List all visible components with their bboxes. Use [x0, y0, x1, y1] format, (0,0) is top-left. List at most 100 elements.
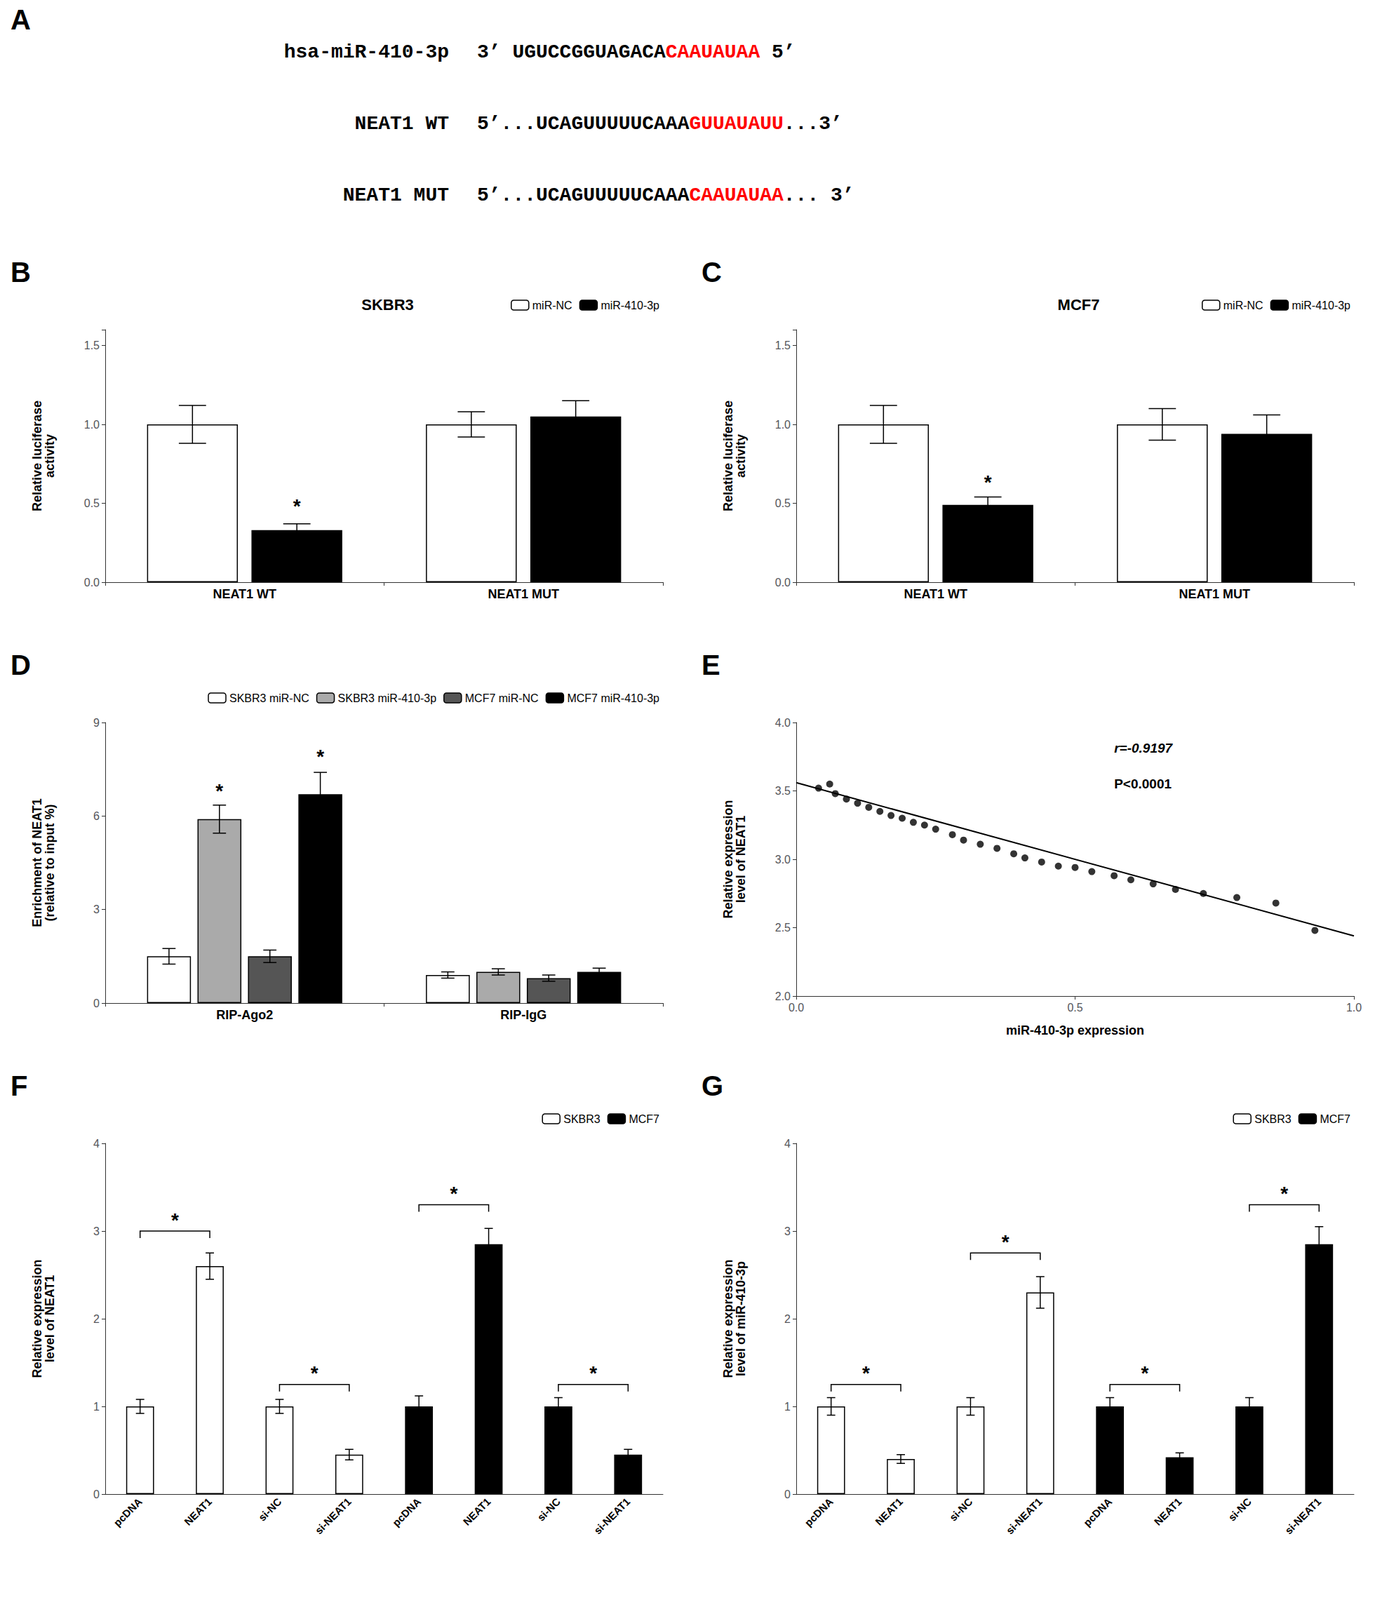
svg-text:5’...UCAGUUUUUCAAA: 5’...UCAGUUUUUCAAA [477, 184, 690, 207]
svg-text:SKBR3: SKBR3 [563, 1113, 601, 1126]
svg-text:(relative to input %): (relative to input %) [42, 803, 57, 922]
svg-text:2: 2 [93, 1313, 100, 1326]
svg-text:6: 6 [93, 810, 100, 823]
svg-text:SKBR3: SKBR3 [361, 296, 414, 314]
svg-text:1: 1 [784, 1400, 791, 1413]
svg-text:si-NEAT1: si-NEAT1 [1003, 1495, 1044, 1537]
svg-text:D: D [10, 649, 31, 681]
svg-text:level of NEAT1: level of NEAT1 [42, 1275, 57, 1364]
svg-text:4: 4 [93, 1137, 100, 1150]
svg-text:miR-NC: miR-NC [1223, 299, 1264, 312]
svg-text:0.0: 0.0 [84, 576, 100, 589]
svg-text:si-NC: si-NC [1225, 1495, 1254, 1524]
svg-text:A: A [10, 4, 31, 36]
svg-text:3: 3 [784, 1225, 791, 1238]
svg-text:*: * [293, 495, 301, 518]
svg-text:Relative luciferase: Relative luciferase [721, 400, 736, 512]
svg-text:4: 4 [784, 1137, 791, 1150]
svg-text:level of NEAT1: level of NEAT1 [733, 815, 748, 904]
svg-text:*: * [449, 1182, 458, 1205]
svg-text:MCF7: MCF7 [1057, 296, 1100, 314]
svg-text:NEAT1: NEAT1 [460, 1495, 494, 1528]
svg-text:1.5: 1.5 [775, 339, 791, 352]
svg-text:*: * [984, 471, 992, 494]
svg-text:NEAT1: NEAT1 [872, 1495, 905, 1528]
svg-text:P<0.0001: P<0.0001 [1114, 776, 1172, 792]
svg-text:miR-410-3p: miR-410-3p [1291, 299, 1351, 312]
svg-text:3’ UGUCCGGUAGACA: 3’ UGUCCGGUAGACA [477, 41, 666, 64]
svg-text:F: F [10, 1070, 28, 1102]
svg-text:3: 3 [93, 903, 100, 916]
svg-text:5’...UCAGUUUUUCAAA: 5’...UCAGUUUUUCAAA [477, 112, 690, 135]
svg-text:NEAT1 WT: NEAT1 WT [354, 112, 449, 135]
svg-text:activity: activity [42, 434, 57, 478]
svg-text:Relative expression: Relative expression [721, 799, 736, 919]
svg-text:MCF7 miR-410-3p: MCF7 miR-410-3p [566, 692, 660, 705]
svg-text:E: E [701, 649, 721, 681]
svg-text:GUUAUAUU: GUUAUAUU [688, 112, 783, 135]
svg-text:0.5: 0.5 [775, 497, 791, 510]
svg-text:si-NEAT1: si-NEAT1 [591, 1495, 633, 1537]
svg-text:*: * [589, 1362, 597, 1385]
svg-text:MCF7: MCF7 [628, 1113, 660, 1126]
svg-text:si-NC: si-NC [947, 1495, 976, 1524]
svg-text:pcDNA: pcDNA [1081, 1495, 1115, 1529]
svg-text:si-NEAT1: si-NEAT1 [1282, 1495, 1324, 1537]
svg-text:MCF7: MCF7 [1319, 1113, 1351, 1126]
svg-text:level of miR-410-3p: level of miR-410-3p [733, 1261, 748, 1377]
svg-text:pcDNA: pcDNA [110, 1495, 144, 1529]
svg-text:SKBR3: SKBR3 [1254, 1113, 1292, 1126]
svg-text:activity: activity [733, 434, 748, 478]
svg-text:3.5: 3.5 [775, 785, 791, 797]
svg-text:NEAT1: NEAT1 [1151, 1495, 1185, 1528]
svg-text:*: * [1140, 1362, 1149, 1385]
svg-text:1.0: 1.0 [84, 418, 100, 431]
svg-text:B: B [10, 256, 31, 288]
svg-text:2.5: 2.5 [775, 921, 791, 934]
svg-text:1.0: 1.0 [1346, 1001, 1362, 1014]
svg-text:4.0: 4.0 [775, 716, 791, 729]
svg-text:CAAUAUAA: CAAUAUAA [665, 41, 761, 64]
svg-text:C: C [701, 256, 722, 288]
svg-text:CAAUAUAA: CAAUAUAA [688, 184, 784, 207]
svg-text:hsa-miR-410-3p: hsa-miR-410-3p [284, 41, 449, 64]
svg-text:*: * [316, 745, 325, 768]
svg-text:Enrichment of NEAT1: Enrichment of NEAT1 [30, 798, 45, 928]
svg-text:si-NC: si-NC [534, 1495, 563, 1524]
svg-text:*: * [215, 780, 224, 802]
svg-text:1: 1 [93, 1400, 100, 1413]
svg-text:NEAT1 WT: NEAT1 WT [903, 587, 968, 602]
svg-text:*: * [310, 1362, 319, 1385]
svg-text:0: 0 [93, 1488, 100, 1501]
svg-text:*: * [1001, 1231, 1010, 1253]
svg-text:si-NC: si-NC [256, 1495, 285, 1524]
svg-text:SKBR3 miR-410-3p: SKBR3 miR-410-3p [338, 692, 438, 705]
svg-text:0.5: 0.5 [1067, 1001, 1083, 1014]
svg-text:3: 3 [93, 1225, 100, 1238]
svg-text:3.0: 3.0 [775, 853, 791, 866]
svg-text:miR-NC: miR-NC [532, 299, 573, 312]
svg-text:*: * [171, 1209, 179, 1232]
svg-text:miR-410-3p: miR-410-3p [600, 299, 660, 312]
svg-text:...3’: ...3’ [783, 112, 843, 135]
svg-text:1.0: 1.0 [775, 418, 791, 431]
svg-text:si-NEAT1: si-NEAT1 [312, 1495, 353, 1537]
svg-text:pcDNA: pcDNA [801, 1495, 835, 1529]
svg-text:*: * [862, 1362, 870, 1385]
svg-text:RIP-Ago2: RIP-Ago2 [216, 1008, 273, 1023]
svg-text:NEAT1: NEAT1 [181, 1495, 214, 1528]
svg-text:G: G [701, 1070, 724, 1102]
svg-text:miR-410-3p expression: miR-410-3p expression [1005, 1023, 1145, 1038]
svg-text:0: 0 [93, 997, 100, 1010]
svg-text:2.0: 2.0 [775, 990, 791, 1003]
svg-text:MCF7 miR-NC: MCF7 miR-NC [465, 692, 539, 705]
svg-text:NEAT1 WT: NEAT1 WT [212, 587, 277, 602]
svg-text:pcDNA: pcDNA [390, 1495, 424, 1529]
svg-text:2: 2 [784, 1313, 791, 1326]
svg-text:RIP-IgG: RIP-IgG [500, 1008, 547, 1023]
svg-text:5’: 5’ [759, 41, 795, 64]
svg-text:0: 0 [784, 1488, 791, 1501]
svg-text:0.5: 0.5 [84, 497, 100, 510]
svg-text:Relative luciferase: Relative luciferase [30, 400, 45, 512]
svg-text:NEAT1 MUT: NEAT1 MUT [487, 587, 560, 602]
